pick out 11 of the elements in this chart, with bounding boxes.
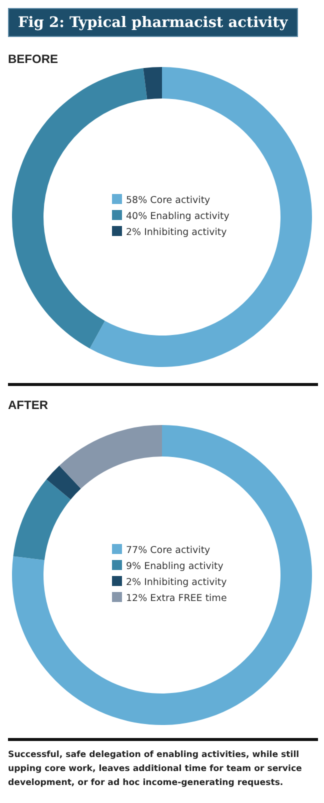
legend-label: 2% Inhibiting activity — [126, 577, 227, 588]
legend-label: 2% Inhibiting activity — [126, 227, 227, 238]
chart-title: Fig 2: Typical pharmacist activity — [18, 14, 288, 31]
legend-label: 58% Core activity — [126, 195, 210, 206]
legend-label: 9% Enabling activity — [126, 561, 224, 572]
legend-label: 77% Core activity — [126, 545, 210, 556]
chart-title: AFTER — [8, 398, 48, 412]
legend-label: 12% Extra FREE time — [126, 593, 227, 604]
chart-subtitle: BEFORE — [8, 52, 58, 66]
text: Successful, safe delegation of enabling activities, while still upping core work, leaves additional time for team or service development, or for ad hoc income-generating requests. — [8, 749, 303, 790]
legend-label: 40% Enabling activity — [126, 211, 230, 222]
